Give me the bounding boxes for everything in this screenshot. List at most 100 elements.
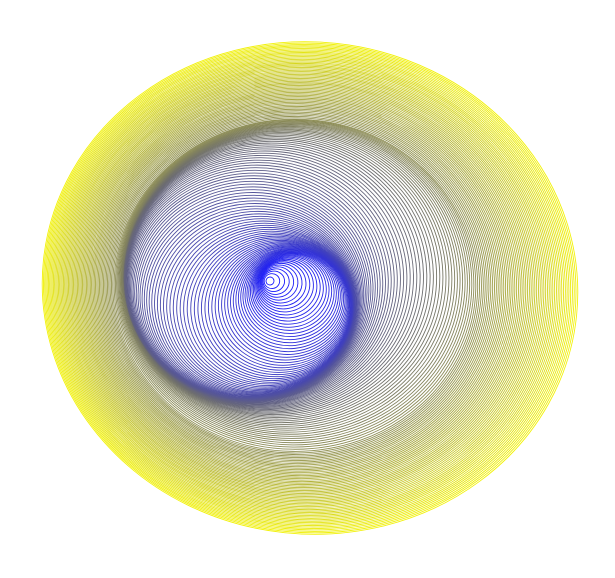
spiral-ring (143, 197, 362, 398)
spiral-ring (101, 105, 494, 466)
spiral-ring (256, 258, 314, 313)
spiral-ring (109, 114, 482, 457)
spiral-ring (244, 251, 337, 338)
spiral-ring (60, 61, 552, 514)
spiral-ring (248, 253, 333, 331)
spiral-ring (257, 260, 311, 310)
spiral-ring (121, 126, 456, 433)
spiral-ring (249, 253, 330, 328)
spiral-ring (258, 261, 307, 307)
spiral-ring (237, 249, 343, 347)
spiral-ring (242, 250, 339, 341)
spiral-ring (85, 89, 516, 484)
spiral-ring (78, 80, 527, 493)
spiral-ring (52, 53, 563, 522)
spiral-ring (263, 273, 281, 289)
spiral-ring (262, 270, 286, 292)
spiral-ring (260, 264, 299, 301)
spiral-ring (47, 48, 570, 528)
spiral-ring (246, 252, 335, 334)
spiral-ring (224, 245, 349, 361)
spiral-ring (73, 75, 534, 499)
spiral-ring (120, 124, 461, 437)
spiral-ring (128, 169, 381, 403)
spiral-ring (148, 203, 360, 397)
spiral-ring (74, 76, 532, 497)
spiral-ring (146, 200, 361, 398)
spiral-ring (82, 84, 521, 489)
spiral-ring (117, 121, 471, 446)
spiral-ring (56, 57, 557, 518)
spiral-ring (259, 262, 303, 304)
spiral-ring (75, 78, 530, 496)
spiral-ring (113, 118, 477, 452)
spiral-ring (261, 268, 290, 295)
spiral-ring (57, 58, 556, 516)
spiral-ring (61, 62, 550, 512)
spiral-ring (252, 255, 324, 322)
spiral-ring (76, 79, 529, 494)
spiral-ring (102, 107, 492, 465)
spiral-ring (214, 242, 352, 369)
spiral-ring (112, 117, 479, 454)
spiral-ring (118, 121, 468, 444)
spiral-ring (96, 100, 501, 472)
spiral-ring (62, 64, 548, 511)
spiral-ring (255, 257, 318, 316)
spiral-ring (44, 43, 575, 532)
spiral-ring (83, 86, 519, 487)
spiral-ring (232, 247, 346, 353)
spiral-ring (51, 52, 565, 524)
spiral-ring (91, 94, 508, 478)
spiral-ring (80, 83, 523, 490)
spiral-ring (221, 244, 350, 364)
spiral-ring (41, 41, 579, 535)
spiral-ring (127, 167, 384, 403)
spiral-ring (100, 104, 495, 468)
spiral-ring (227, 246, 348, 358)
spiral-ring (45, 45, 573, 531)
spiral-ring (235, 248, 345, 350)
spiral-ring (93, 97, 505, 475)
spiral-ring (66, 68, 543, 506)
spiral-ring (240, 250, 341, 344)
spiral-ring (265, 276, 275, 286)
spiral-ring (55, 56, 559, 519)
spiral-ring (89, 93, 510, 480)
spiral-ring (119, 122, 466, 442)
spiral-ring (114, 119, 475, 450)
spiral-ring (159, 213, 356, 395)
spiral-ring (87, 90, 514, 483)
spiral-ring (156, 210, 357, 395)
spiral-ring (97, 101, 499, 471)
spiral-ring (65, 67, 545, 508)
spiral-ring (69, 71, 539, 503)
spiral-ring (254, 256, 321, 319)
spiral-ring (88, 91, 512, 481)
spiral-ring (92, 96, 507, 477)
spiral-ring (230, 247, 347, 355)
spiral-ring (79, 82, 525, 491)
spiral-ring (110, 115, 481, 455)
spiral-ring (70, 72, 538, 502)
spiral-ring (116, 120, 473, 448)
spiral-ring (154, 208, 358, 396)
spiral-ring (67, 69, 541, 505)
spiral-ring (104, 108, 490, 463)
spiral-ring (49, 49, 568, 527)
spiral-ring (121, 125, 458, 435)
spiral-ring (151, 205, 359, 397)
spiral-ring (129, 172, 379, 402)
spiral-ring (84, 87, 518, 486)
spiral-ring (125, 162, 389, 404)
spiral-ring (99, 103, 497, 469)
spiral-ring (46, 46, 572, 529)
spiral-ring (119, 123, 464, 439)
spiral-ring (71, 73, 536, 500)
spiral-ring (54, 54, 561, 521)
spiral-ring (125, 159, 392, 405)
spiral-ring (211, 241, 352, 371)
spiral-ring (105, 110, 488, 462)
